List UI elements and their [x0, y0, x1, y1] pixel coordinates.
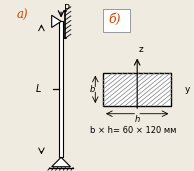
Text: h: h — [135, 115, 140, 124]
Text: y: y — [185, 85, 191, 94]
Bar — [103, 73, 171, 106]
Polygon shape — [52, 15, 61, 28]
Text: L: L — [36, 84, 41, 94]
Polygon shape — [52, 157, 70, 167]
Text: b: b — [89, 85, 95, 94]
Text: P: P — [64, 4, 70, 14]
Bar — [59, 21, 63, 157]
Text: б): б) — [108, 13, 121, 26]
Text: b × h= 60 × 120 мм: b × h= 60 × 120 мм — [90, 126, 176, 135]
Text: а): а) — [17, 9, 28, 22]
Text: z: z — [139, 45, 144, 54]
FancyBboxPatch shape — [103, 9, 130, 32]
